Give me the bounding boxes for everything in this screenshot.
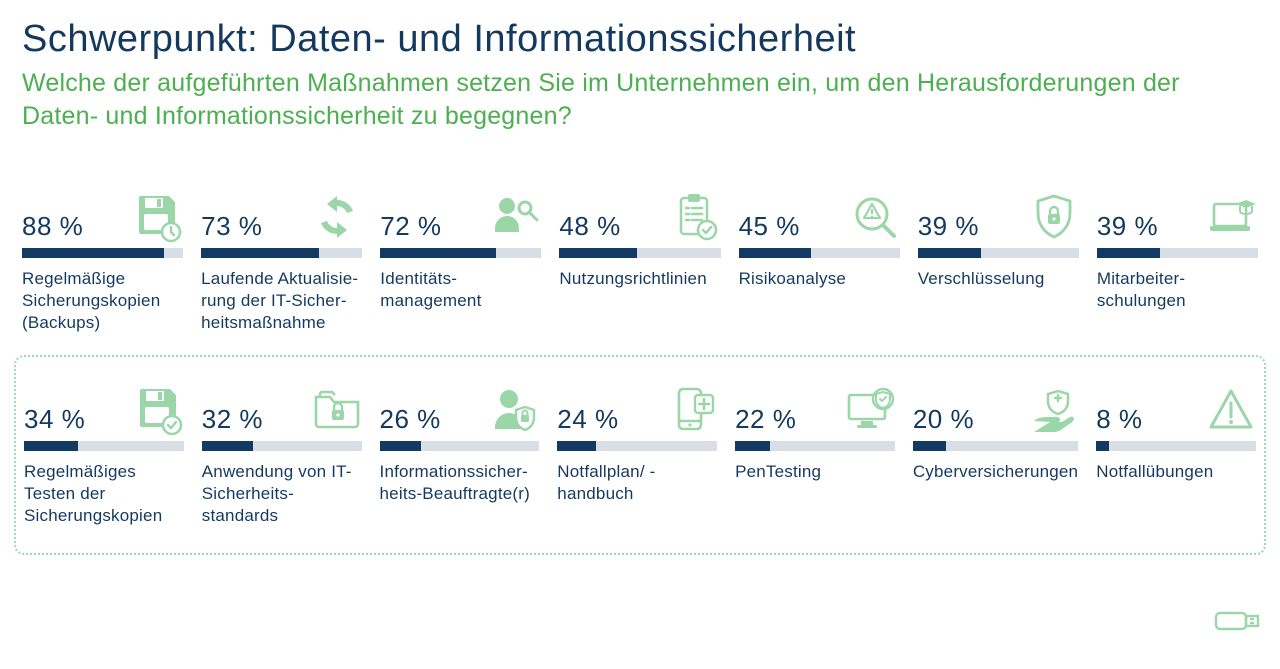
- stat-bar: [913, 441, 1078, 451]
- stat-label: Anwendung von IT-Sicherheits­standards: [202, 461, 362, 526]
- stat-bar: [201, 248, 362, 258]
- stat-item: 32 % Anwendung von IT-Sicherheits­standar…: [202, 383, 362, 526]
- user-key-icon: [491, 192, 541, 242]
- stat-bar-fill: [739, 248, 812, 258]
- stat-bar-fill: [913, 441, 946, 451]
- stat-percent: 73 %: [201, 211, 262, 242]
- page-subtitle: Welche der aufgeführten Maßnahmen setzen…: [22, 67, 1258, 132]
- stat-label: Mitarbeiter­schulungen: [1097, 268, 1258, 312]
- stat-bar: [380, 441, 540, 451]
- stat-label: Notfallübungen: [1096, 461, 1256, 483]
- stat-label: Regelmäßiges Testen der Sicherungskopien: [24, 461, 184, 526]
- magnify-warn-icon: [850, 192, 900, 242]
- clipboard-check-icon: [671, 192, 721, 242]
- stat-item: 20 % Cyberversicherungen: [913, 383, 1078, 526]
- stat-bar-fill: [1097, 248, 1160, 258]
- stat-label: Verschlüsselung: [918, 268, 1079, 290]
- stat-item: 72 % Identitäts­management: [380, 190, 541, 333]
- stat-bar: [1096, 441, 1256, 451]
- chart-row-2: 34 % Regelmäßiges Testen der Sicherungsko…: [24, 383, 1256, 526]
- shield-lock-icon: [1029, 192, 1079, 242]
- stat-bar: [1097, 248, 1258, 258]
- stat-percent: 34 %: [24, 404, 85, 435]
- stat-percent: 22 %: [735, 404, 796, 435]
- stat-bar-fill: [1096, 441, 1109, 451]
- stat-bar: [739, 248, 900, 258]
- chart-row-2-box: 34 % Regelmäßiges Testen der Sicherungsko…: [14, 355, 1266, 554]
- stat-bar: [380, 248, 541, 258]
- stat-percent: 24 %: [557, 404, 618, 435]
- stat-item: 45 % Risikoanalyse: [739, 190, 900, 333]
- stat-label: Cyberversicherungen: [913, 461, 1078, 483]
- stat-bar-fill: [559, 248, 636, 258]
- stat-label: PenTesting: [735, 461, 895, 483]
- stat-bar: [22, 248, 183, 258]
- hand-shield-icon: [1028, 385, 1078, 435]
- stat-percent: 20 %: [913, 404, 974, 435]
- stat-item: 39 % Verschlüsselung: [918, 190, 1079, 333]
- stat-percent: 32 %: [202, 404, 263, 435]
- stat-bar-fill: [22, 248, 164, 258]
- stat-percent: 88 %: [22, 211, 83, 242]
- user-shield-icon: [489, 385, 539, 435]
- stat-label: Nutzungsrichtlinien: [559, 268, 720, 290]
- monitor-shield-icon: [845, 385, 895, 435]
- floppy-time-icon: [133, 192, 183, 242]
- stat-bar: [735, 441, 895, 451]
- stat-item: 39 % Mitarbeiter­schulungen: [1097, 190, 1258, 333]
- stat-bar-fill: [380, 248, 496, 258]
- floppy-check-icon: [134, 385, 184, 435]
- laptop-grad-icon: [1208, 192, 1258, 242]
- stat-percent: 8 %: [1096, 404, 1142, 435]
- page-title: Schwerpunkt: Daten- und Informationssich…: [22, 18, 1258, 61]
- stat-bar-fill: [735, 441, 770, 451]
- stat-bar-fill: [201, 248, 319, 258]
- usb-icon: [1214, 607, 1260, 635]
- stat-item: 73 % Laufende Aktualisie­rung der IT-Sich…: [201, 190, 362, 333]
- stat-bar-fill: [24, 441, 78, 451]
- stat-item: 88 % Regelmäßige Sicherungskopien (Backup…: [22, 190, 183, 333]
- stat-label: Risikoanalyse: [739, 268, 900, 290]
- stat-item: 24 % Notfallplan/ -handbuch: [557, 383, 717, 526]
- phone-plus-icon: [667, 385, 717, 435]
- stat-bar: [24, 441, 184, 451]
- stat-label: Notfallplan/ -handbuch: [557, 461, 717, 505]
- stat-bar: [918, 248, 1079, 258]
- stat-percent: 45 %: [739, 211, 800, 242]
- stat-percent: 39 %: [1097, 211, 1158, 242]
- stat-label: Identitäts­management: [380, 268, 541, 312]
- stat-label: Regelmäßige Sicherungskopien (Backups): [22, 268, 183, 333]
- chart-rows: 88 % Regelmäßige Sicherungskopien (Backup…: [22, 190, 1258, 555]
- stat-bar-fill: [918, 248, 981, 258]
- stat-percent: 72 %: [380, 211, 441, 242]
- stat-label: Informationssicher­heits-Beauftragte(r): [380, 461, 540, 505]
- chart-row-1: 88 % Regelmäßige Sicherungskopien (Backup…: [22, 190, 1258, 333]
- triangle-warn-icon: [1206, 385, 1256, 435]
- folder-lock-icon: [312, 385, 362, 435]
- stat-item: 22 % PenTesting: [735, 383, 895, 526]
- stat-item: 34 % Regelmäßiges Testen der Sicherungsko…: [24, 383, 184, 526]
- stat-item: 26 % Informationssicher­heits-Beauftragte…: [380, 383, 540, 526]
- stat-percent: 39 %: [918, 211, 979, 242]
- stat-bar: [202, 441, 362, 451]
- stat-percent: 48 %: [559, 211, 620, 242]
- stat-bar-fill: [557, 441, 595, 451]
- stat-bar: [557, 441, 717, 451]
- stat-item: 48 % Nutzungsrichtlinien: [559, 190, 720, 333]
- stat-percent: 26 %: [380, 404, 441, 435]
- stat-bar: [559, 248, 720, 258]
- stat-bar-fill: [202, 441, 253, 451]
- stat-label: Laufende Aktualisie­rung der IT-Sicher­h…: [201, 268, 362, 333]
- refresh-icon: [312, 192, 362, 242]
- stat-bar-fill: [380, 441, 422, 451]
- stat-item: 8 % Notfallübungen: [1096, 383, 1256, 526]
